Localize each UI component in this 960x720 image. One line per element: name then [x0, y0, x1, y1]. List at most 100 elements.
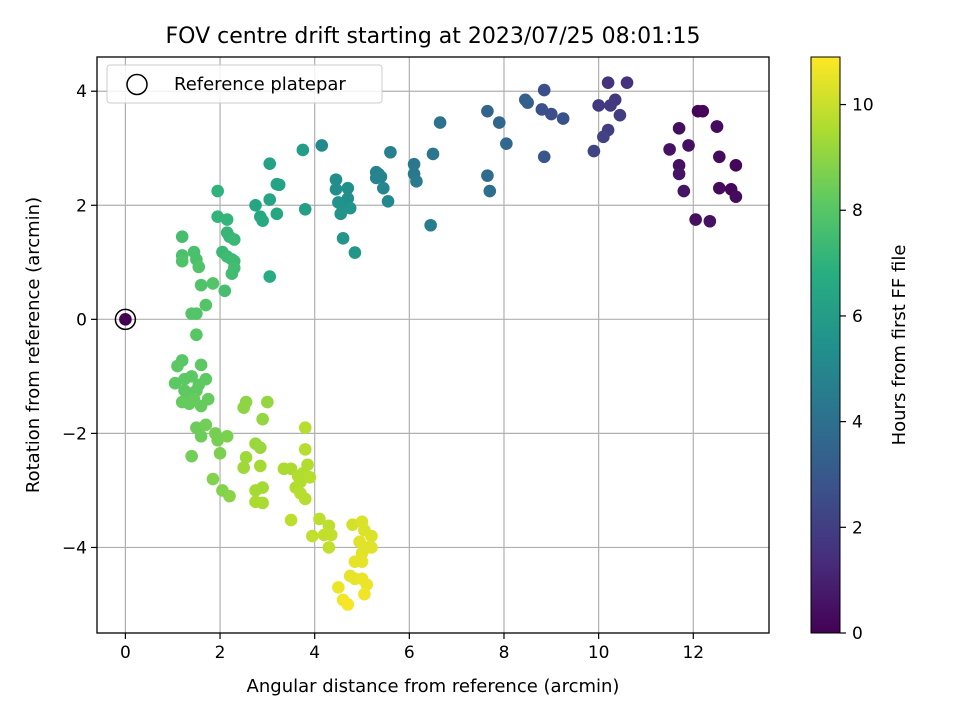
- data-point: [500, 137, 513, 150]
- data-point: [225, 267, 239, 281]
- data-point: [521, 96, 534, 109]
- data-point: [298, 202, 312, 216]
- data-point: [296, 143, 310, 157]
- data-point: [696, 104, 710, 118]
- data-point: [329, 173, 343, 186]
- data-points: [114, 76, 743, 611]
- colorbar-tick-label: 4: [852, 413, 863, 433]
- data-point: [407, 157, 421, 171]
- data-point: [545, 107, 558, 121]
- data-point: [535, 103, 549, 116]
- data-point: [360, 578, 374, 591]
- x-axis-ticks: 0 2 4 6 8 10 12: [120, 633, 704, 663]
- data-point: [218, 284, 232, 298]
- data-point: [483, 184, 497, 198]
- data-point: [211, 210, 224, 223]
- data-point: [298, 492, 312, 506]
- data-point: [213, 447, 227, 460]
- data-point: [729, 190, 743, 204]
- data-point: [194, 358, 208, 372]
- data-point: [313, 512, 326, 526]
- data-point: [703, 214, 717, 228]
- data-point: [261, 395, 274, 409]
- data-point: [220, 429, 234, 443]
- data-point: [185, 449, 198, 463]
- data-point: [315, 139, 329, 152]
- data-point: [713, 150, 726, 164]
- data-point: [341, 192, 355, 205]
- data-point: [424, 218, 437, 232]
- data-point: [689, 213, 702, 226]
- data-point: [199, 418, 213, 432]
- colorbar-tick-label: 0: [852, 624, 863, 644]
- data-point: [301, 458, 314, 472]
- data-point: [256, 481, 269, 494]
- data-point: [284, 513, 298, 527]
- data-point: [190, 307, 203, 320]
- x-tick-label: 2: [215, 643, 226, 663]
- data-point: [481, 104, 494, 118]
- data-point: [256, 496, 269, 510]
- plot-frame: [96, 56, 770, 634]
- colorbar-tick-label: 10: [852, 96, 874, 116]
- data-point: [175, 230, 189, 243]
- data-point: [537, 83, 551, 97]
- colorbar-ticks: 0 2 4 6 8 10: [840, 96, 874, 644]
- data-point: [220, 213, 234, 226]
- y-tick-label: −2: [62, 424, 87, 444]
- data-point: [343, 201, 357, 215]
- data-point: [194, 429, 208, 443]
- data-point: [381, 194, 395, 208]
- data-point: [322, 541, 336, 554]
- data-point: [672, 167, 686, 181]
- data-point: [298, 421, 312, 434]
- chart-title: FOV centre drift starting at 2023/07/25 …: [166, 24, 701, 49]
- data-point: [298, 443, 312, 456]
- data-point: [663, 143, 676, 156]
- data-point: [334, 207, 348, 221]
- data-point: [677, 184, 691, 198]
- x-tick-label: 6: [404, 643, 415, 663]
- data-point: [365, 541, 378, 554]
- data-point: [237, 461, 251, 474]
- x-tick-label: 0: [120, 643, 131, 663]
- data-point: [190, 328, 203, 342]
- data-point: [358, 587, 371, 601]
- data-point: [329, 183, 343, 196]
- data-point: [223, 489, 236, 503]
- x-tick-label: 8: [499, 643, 510, 663]
- y-tick-label: 0: [76, 310, 87, 330]
- y-tick-label: 2: [76, 196, 87, 216]
- data-point: [263, 157, 277, 170]
- data-point: [239, 395, 253, 409]
- data-point: [253, 459, 267, 473]
- y-axis-label: Rotation from reference (arcmin): [23, 197, 44, 493]
- colorbar: [810, 56, 841, 634]
- data-point: [346, 518, 359, 531]
- data-point: [303, 471, 317, 484]
- data-point: [306, 529, 319, 543]
- data-point: [481, 169, 494, 182]
- data-point: [341, 181, 355, 195]
- x-axis-label: Angular distance from reference (arcmin): [247, 676, 620, 697]
- data-point: [348, 246, 362, 259]
- data-point: [537, 150, 551, 164]
- x-tick-label: 10: [588, 643, 610, 663]
- reference-marker: [114, 308, 137, 331]
- colorbar-label: Hours from first FF file: [889, 245, 910, 446]
- data-point: [256, 412, 269, 426]
- data-point: [263, 193, 277, 206]
- y-axis-ticks: −4 −2 0 2 4: [62, 82, 97, 558]
- data-point: [201, 392, 215, 406]
- data-point: [604, 99, 617, 112]
- data-point: [341, 598, 355, 611]
- data-point: [592, 99, 605, 112]
- colorbar-tick-label: 6: [852, 307, 863, 327]
- data-point: [249, 198, 262, 212]
- y-tick-label: −4: [62, 538, 87, 558]
- data-point: [192, 260, 206, 274]
- data-point: [597, 130, 610, 144]
- data-point: [199, 372, 213, 386]
- data-point: [211, 433, 224, 447]
- data-point: [433, 116, 447, 129]
